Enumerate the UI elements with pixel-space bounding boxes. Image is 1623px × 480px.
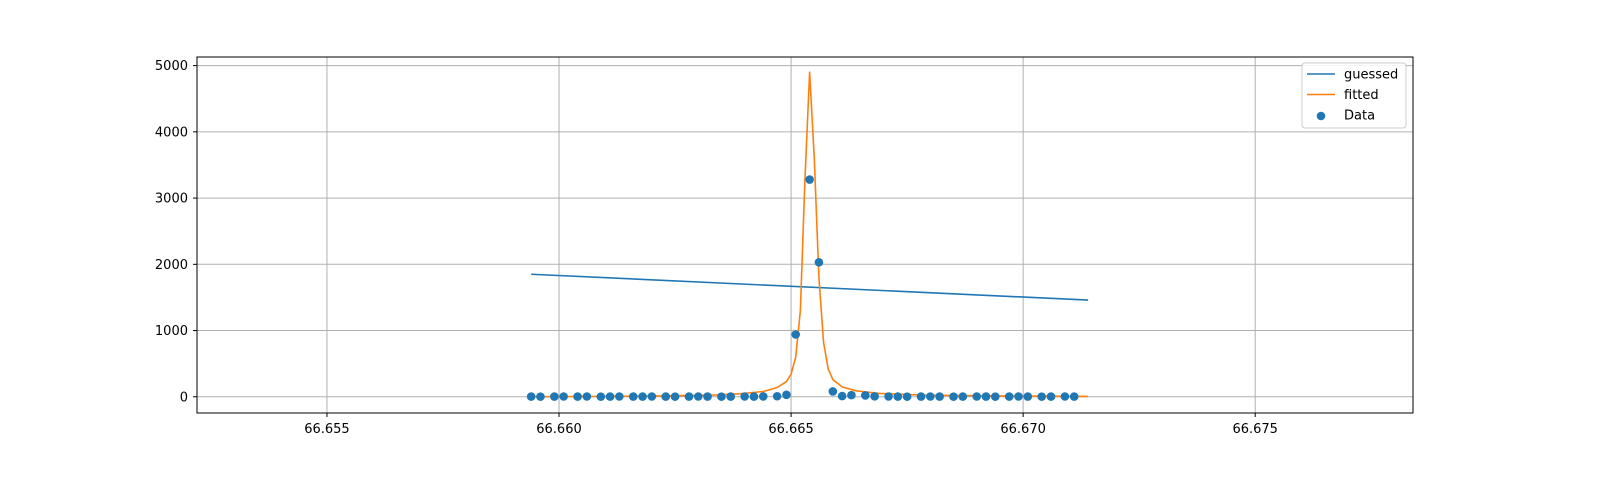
legend-swatch-Data xyxy=(1316,111,1326,121)
data-point xyxy=(861,391,870,400)
data-point xyxy=(847,390,856,400)
data-point xyxy=(1023,392,1033,401)
legend-box xyxy=(1301,62,1407,129)
y-tick-label: 2000 xyxy=(155,258,188,273)
data-point xyxy=(596,392,606,401)
data-point xyxy=(749,392,759,401)
data-point xyxy=(758,392,768,401)
data-point xyxy=(884,392,893,401)
data-point xyxy=(791,330,801,339)
y-tick-label: 3000 xyxy=(155,192,188,207)
y-tick-label: 1000 xyxy=(155,324,188,339)
data-point xyxy=(935,392,944,401)
x-tick-label: 66.675 xyxy=(1232,422,1278,437)
data-point xyxy=(628,392,638,401)
data-point xyxy=(828,387,838,396)
data-point xyxy=(605,392,615,401)
legend-label: Data xyxy=(1344,109,1375,124)
y-tick-label: 5000 xyxy=(155,59,188,74)
data-point xyxy=(902,392,912,401)
data-point xyxy=(926,392,935,401)
data-point xyxy=(526,392,536,401)
data-point xyxy=(559,392,568,401)
data-point xyxy=(1060,392,1070,401)
data-point xyxy=(1069,392,1079,401)
data-point xyxy=(638,392,647,401)
data-point xyxy=(1046,392,1056,401)
data-point xyxy=(916,392,926,401)
data-point xyxy=(615,392,624,401)
data-point xyxy=(772,391,782,401)
grid xyxy=(197,57,1413,413)
data-point xyxy=(893,392,903,401)
x-tick-label: 66.665 xyxy=(768,422,814,437)
data-point xyxy=(582,392,592,401)
axes-frame xyxy=(196,56,1414,414)
data-point xyxy=(703,392,712,401)
data-point xyxy=(958,392,968,401)
data-point xyxy=(1004,392,1014,401)
legend-label: guessed xyxy=(1344,68,1398,83)
data-point xyxy=(661,392,671,401)
data-point xyxy=(782,390,791,400)
x-tick-label: 66.660 xyxy=(536,422,582,437)
x-tick-label: 66.655 xyxy=(304,422,350,437)
data-point xyxy=(837,391,847,401)
data-point xyxy=(726,392,736,401)
y-tick-label: 4000 xyxy=(155,125,188,140)
data-point xyxy=(573,392,582,401)
data-point xyxy=(870,392,879,401)
y-tick-label: 0 xyxy=(180,390,188,405)
data-point xyxy=(1037,392,1046,401)
data-point xyxy=(693,392,703,401)
data-point xyxy=(647,392,657,401)
data-point xyxy=(550,392,559,401)
data-point xyxy=(949,392,958,401)
series-line-fitted xyxy=(531,71,1089,398)
data-point xyxy=(670,392,680,401)
legend-label: fitted xyxy=(1344,88,1379,103)
data-point xyxy=(717,392,726,401)
x-axis: 66.655 66.660 66.665 66.670 66.675 xyxy=(304,413,1278,437)
data-point xyxy=(1014,392,1023,401)
data-point xyxy=(536,392,545,401)
data-point xyxy=(972,392,982,401)
legend: guessed fitted Data xyxy=(1301,62,1407,129)
data-point xyxy=(990,392,1000,401)
series-line-guessed xyxy=(531,273,1089,301)
data-point xyxy=(814,258,824,267)
x-tick-label: 66.670 xyxy=(1000,422,1046,437)
data-point xyxy=(805,175,814,184)
data-point xyxy=(981,392,991,401)
data-point xyxy=(740,392,749,401)
series-points-Data xyxy=(526,175,1079,401)
plot-area xyxy=(526,71,1089,401)
data-point xyxy=(684,392,694,401)
y-axis: 0 1000 2000 3000 4000 5000 xyxy=(155,59,197,405)
